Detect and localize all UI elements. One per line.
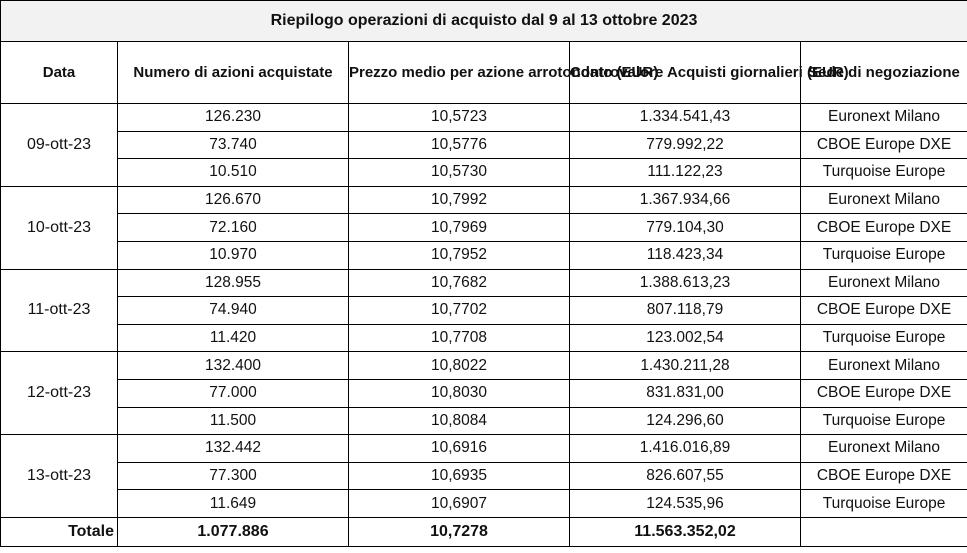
value-cell: 123.002,54 (569, 323, 801, 353)
total-venue (799, 516, 967, 547)
total-value: 11.563.352,02 (569, 516, 801, 547)
value-cell: 1.416.016,89 (569, 434, 801, 463)
value-cell: 1.367.934,66 (569, 185, 801, 215)
shares-cell: 77.300 (117, 461, 349, 491)
price-cell: 10,7992 (348, 185, 570, 215)
shares-cell: 77.000 (117, 378, 349, 408)
shares-cell: 11.649 (117, 489, 349, 518)
value-cell: 124.296,60 (569, 406, 801, 436)
venue-cell: Euronext Milano (799, 103, 967, 132)
table-row: 09-ott-23 126.230 10,5723 1.334.541,43 Euron… (0, 103, 967, 187)
table-row: 77.000 10,8030 831.831,00 CBOE Europe DXE (1, 378, 967, 408)
table-row: 10-ott-23 126.670 10,7992 1.367.934,66 Euron… (0, 185, 967, 270)
shares-cell: 128.955 (117, 268, 349, 298)
price-cell: 10,7702 (348, 296, 570, 325)
shares-cell: 10.510 (117, 158, 349, 187)
venue-cell: Euronext Milano (799, 351, 967, 380)
table-row: 11.500 10,8084 124.296,60 Turquoise Europe (1, 406, 967, 436)
venue-cell: Turquoise Europe (799, 323, 967, 353)
total-label: Totale (0, 516, 118, 547)
price-cell: 10,8084 (348, 406, 570, 436)
table-row: 10.510 10,5730 111.122,23 Turquoise Europe (1, 158, 967, 187)
venue-cell: Turquoise Europe (799, 406, 967, 436)
value-cell: 1.334.541,43 (569, 103, 801, 132)
price-cell: 10,5776 (348, 130, 570, 160)
value-cell: 1.388.613,23 (569, 268, 801, 298)
table-row: 74.940 10,7702 807.118,79 CBOE Europe DXE (1, 296, 967, 325)
value-cell: 1.430.211,28 (569, 351, 801, 380)
value-cell: 807.118,79 (569, 296, 801, 325)
date-cell: 09-ott-23 (0, 103, 118, 187)
date-cell: 10-ott-23 (0, 185, 118, 270)
header-value: Controvalore Acquisti giornalieri (EUR) (569, 41, 849, 104)
venue-cell: Turquoise Europe (799, 158, 967, 187)
table-row: 11.420 10,7708 123.002,54 Turquoise Europe (1, 323, 967, 353)
venue-cell: Turquoise Europe (799, 489, 967, 518)
table-row: 12-ott-23 132.400 10,8022 1.430.211,28 Euron… (0, 351, 967, 436)
header-price: Prezzo medio per azione arrotondato (EUR… (348, 41, 658, 104)
price-cell: 10,8022 (348, 351, 570, 380)
date-cell: 13-ott-23 (0, 434, 118, 518)
header-date: Data (0, 41, 118, 104)
table-row: 10.970 10,7952 118.423,34 Turquoise Europe (1, 240, 967, 270)
table-body: 09-ott-23 126.230 10,5723 1.334.541,43 Euron… (0, 103, 967, 518)
shares-cell: 126.230 (117, 103, 349, 132)
shares-cell: 72.160 (117, 213, 349, 242)
price-cell: 10,6916 (348, 434, 570, 463)
price-cell: 10,7952 (348, 240, 570, 270)
value-cell: 826.607,55 (569, 461, 801, 491)
price-cell: 10,6907 (348, 489, 570, 518)
shares-cell: 10.970 (117, 240, 349, 270)
value-cell: 779.992,22 (569, 130, 801, 160)
value-cell: 831.831,00 (569, 378, 801, 408)
date-cell: 12-ott-23 (0, 351, 118, 436)
venue-cell: Euronext Milano (799, 268, 967, 298)
shares-cell: 11.420 (117, 323, 349, 353)
table-row: 77.300 10,6935 826.607,55 CBOE Europe DXE (1, 461, 967, 491)
shares-cell: 132.442 (117, 434, 349, 463)
total-shares: 1.077.886 (117, 516, 349, 547)
table-row: 72.160 10,7969 779.104,30 CBOE Europe DXE (1, 213, 967, 242)
table-row: 73.740 10,5776 779.992,22 CBOE Europe DXE (1, 130, 967, 160)
price-cell: 10,5730 (348, 158, 570, 187)
shares-cell: 132.400 (117, 351, 349, 380)
venue-cell: CBOE Europe DXE (799, 461, 967, 491)
price-cell: 10,7682 (348, 268, 570, 298)
price-cell: 10,6935 (348, 461, 570, 491)
shares-cell: 73.740 (117, 130, 349, 160)
shares-cell: 126.670 (117, 185, 349, 215)
venue-cell: CBOE Europe DXE (799, 213, 967, 242)
header-venue: Sede di negoziazione (799, 41, 967, 104)
table-row: 11-ott-23 128.955 10,7682 1.388.613,23 Euron… (0, 268, 967, 353)
value-cell: 111.122,23 (569, 158, 801, 187)
price-cell: 10,8030 (348, 378, 570, 408)
total-price: 10,7278 (348, 516, 570, 547)
value-cell: 124.535,96 (569, 489, 801, 518)
venue-cell: Euronext Milano (799, 434, 967, 463)
price-cell: 10,5723 (348, 103, 570, 132)
date-cell: 11-ott-23 (0, 268, 118, 353)
shares-cell: 11.500 (117, 406, 349, 436)
venue-cell: CBOE Europe DXE (799, 296, 967, 325)
price-cell: 10,7969 (348, 213, 570, 242)
venue-cell: CBOE Europe DXE (799, 130, 967, 160)
header-shares: Numero di azioni acquistate (117, 41, 349, 104)
total-row: Totale 1.077.886 10,7278 11.563.352,02 (0, 516, 967, 547)
venue-cell: Turquoise Europe (799, 240, 967, 270)
price-cell: 10,7708 (348, 323, 570, 353)
venue-cell: CBOE Europe DXE (799, 378, 967, 408)
value-cell: 779.104,30 (569, 213, 801, 242)
shares-cell: 74.940 (117, 296, 349, 325)
value-cell: 118.423,34 (569, 240, 801, 270)
table-row: 11.649 10,6907 124.535,96 Turquoise Europe (1, 489, 967, 518)
venue-cell: Euronext Milano (799, 185, 967, 215)
table-row: 13-ott-23 132.442 10,6916 1.416.016,89 Euron… (0, 434, 967, 518)
table-title: Riepilogo operazioni di acquisto dal 9 a… (0, 0, 967, 42)
